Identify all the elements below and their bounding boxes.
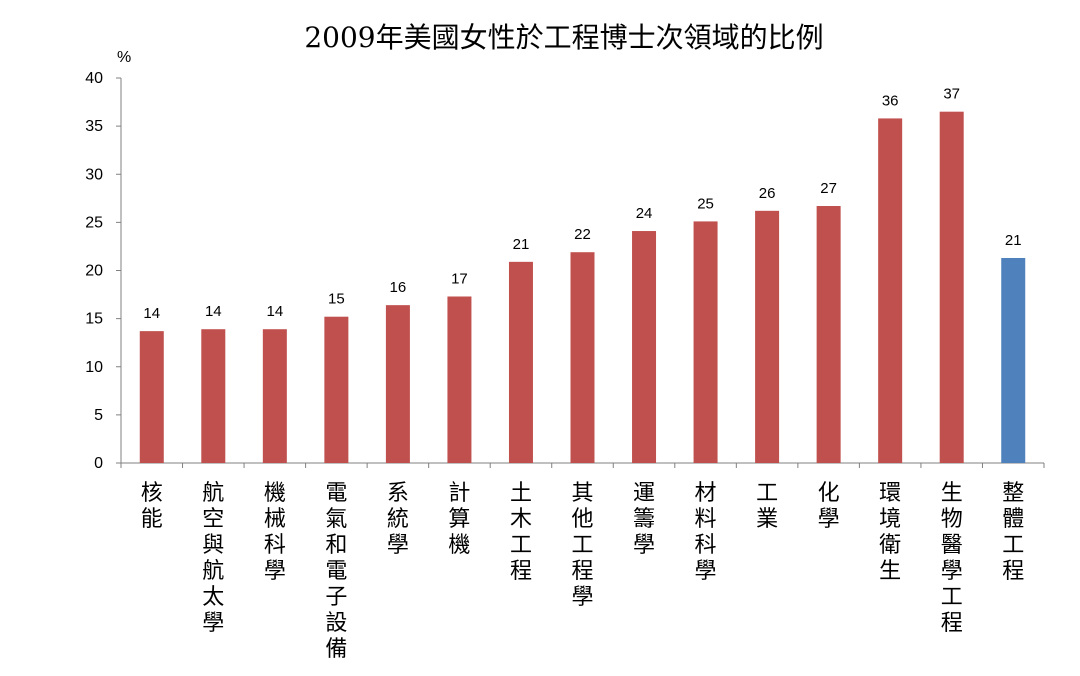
y-tick-label: 40 [85,70,103,87]
y-tick-label: 35 [85,118,103,135]
category-label: 環境衛生 [879,481,901,584]
category-label: 工業 [756,481,778,532]
bar [878,118,903,464]
data-label: 27 [820,180,837,197]
data-label: 24 [636,205,653,222]
bar [693,221,718,463]
data-label: 14 [205,303,222,320]
data-labels: 14 14 14 15 16 17 21 22 24 25 26 27 36 37 21 [143,86,1021,322]
bar [201,329,226,463]
bar [508,261,533,463]
y-tick-label: 20 [85,263,103,280]
data-label: 26 [759,185,776,202]
data-label: 17 [451,270,468,287]
x-axis-ticks [120,463,1045,468]
y-tick-label: 25 [85,214,103,231]
category-label: 化學 [818,481,840,532]
bar [755,210,780,463]
data-label: 25 [697,195,714,212]
bar [447,296,472,463]
chart-title: 2009年美國女性於工程博士次領域的比例 [304,21,823,54]
bar [324,316,349,463]
data-label: 37 [943,86,960,103]
data-label: 21 [1005,232,1022,249]
category-label: 核能 [141,481,163,532]
data-label: 14 [266,303,283,320]
y-tick-label: 5 [94,407,103,424]
category-label: 土木工程 [510,481,532,584]
y-tick-label: 15 [85,311,103,328]
bar [816,206,841,463]
y-axis-ticks: 0 5 10 15 20 25 30 35 40 [85,70,121,472]
category-label: 材料科學 [695,481,717,584]
bar [139,331,164,463]
bar [262,329,287,463]
bar [939,111,964,463]
category-label: 系統學 [387,481,409,558]
category-label: 電氣和電子設備 [325,481,347,662]
category-label: 整體工程 [1002,481,1024,584]
category-label: 生物醫學工程 [941,481,963,636]
data-label: 15 [328,291,345,308]
bar [1001,257,1026,463]
category-label: 其他工程學 [571,481,593,610]
y-axis-unit: % [117,49,131,66]
data-label: 16 [390,279,407,296]
bar [570,252,595,463]
data-label: 14 [143,305,160,322]
category-label: 航空與航太學 [202,481,224,636]
data-label: 36 [882,92,899,109]
data-label: 22 [574,226,591,243]
category-labels: 核能 航空與航太學 機械科學 電氣和電子設備 系統學 計算機 土木工程 其他工程學 運籌學 材料科… [141,481,1024,662]
y-tick-label: 30 [85,166,103,183]
bar-series [139,111,1026,464]
y-tick-label: 10 [85,359,103,376]
category-label: 機械科學 [264,481,286,584]
y-tick-label: 0 [94,455,103,472]
category-label: 計算機 [448,481,470,558]
bar [385,305,410,463]
category-label: 運籌學 [633,481,655,558]
bar [632,231,657,463]
data-label: 21 [513,236,530,253]
